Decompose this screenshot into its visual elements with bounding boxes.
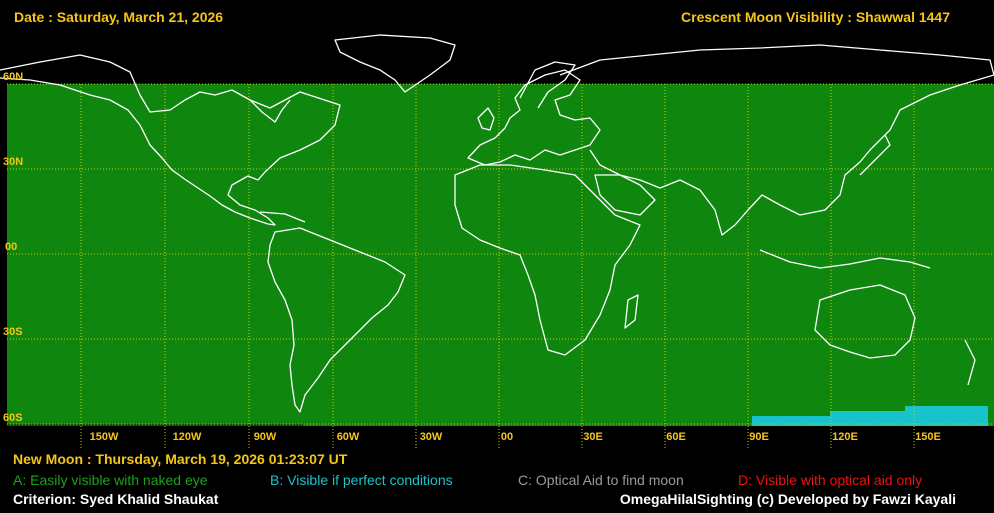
arabia [594,174,656,216]
europe-coast [467,69,601,166]
lat-label-60s: 60S [3,412,23,424]
lon-label-30e: 30E [583,431,603,443]
lon-label-00: 00 [501,431,513,443]
coastlines [0,34,994,413]
developer-credit: OmegaHilalSighting (c) Developed by Fawz… [619,491,956,507]
australia-coast [814,284,916,359]
africa-coast [454,164,641,356]
japan [859,134,891,176]
lon-label-120e: 120E [832,431,858,443]
lon-label-120w: 120W [173,431,202,443]
north-america-coast [0,54,341,226]
lon-label-150w: 150W [90,431,119,443]
lat-label-00: 00 [5,241,17,253]
lon-label-30w: 30W [420,431,443,443]
lon-label-150e: 150E [915,431,941,443]
new-zealand [964,339,976,386]
zone-a-area [7,84,994,426]
lat-label-30s: 30S [3,326,23,338]
legend-zone-a: A: Easily visible with naked eye [13,472,208,488]
scandinavia [519,61,576,109]
south-america-coast [267,227,406,413]
lat-label-30n: 30N [3,156,23,168]
map-title: Crescent Moon Visibility : Shawwal 1447 [681,9,950,25]
greenland [334,34,456,93]
madagascar [624,294,639,329]
lon-label-60e: 60E [666,431,686,443]
legend-zone-d: D: Visible with optical aid only [738,472,923,488]
hudson-bay [249,99,291,123]
lon-label-90e: 90E [749,431,769,443]
new-moon-info: New Moon : Thursday, March 19, 2026 01:2… [13,451,348,467]
legend-zone-c: C: Optical Aid to find moon [518,472,684,488]
indonesia [759,249,931,269]
lat-label-60n: 60N [3,71,23,83]
map-date: Date : Saturday, March 21, 2026 [14,9,224,25]
zone-b-area [752,406,988,426]
cuba [259,211,306,223]
legend-zone-b: B: Visible if perfect conditions [270,472,453,488]
british-isles [477,107,495,131]
lon-label-90w: 90W [254,431,277,443]
southern-dark-strip [7,424,303,426]
asia-coast [559,44,994,236]
criterion-credit: Criterion: Syed Khalid Shaukat [13,491,219,507]
lon-label-60w: 60W [337,431,360,443]
